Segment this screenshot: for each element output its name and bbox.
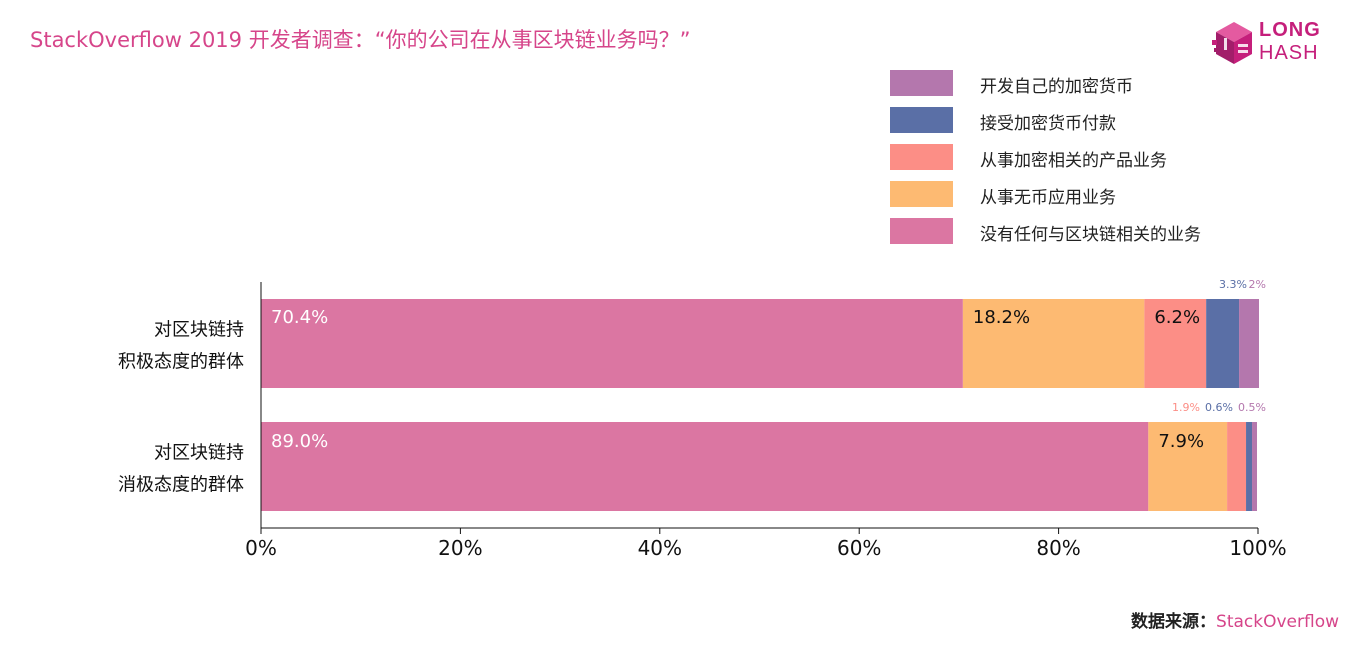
legend-label: 开发自己的加密货币 (980, 77, 1133, 97)
legend-swatch (890, 144, 953, 170)
legend-label: 从事无币应用业务 (980, 188, 1116, 208)
y-category-label-0-0: 对区块链持 (154, 320, 244, 341)
data-label-1-4: 0.5% (1238, 401, 1266, 414)
legend-item: 从事无币应用业务 (890, 181, 1340, 208)
x-tick-label-5: 100% (1229, 536, 1286, 560)
x-tick-label-0: 0% (245, 536, 277, 560)
bar-segment-0-0 (261, 299, 963, 388)
legend-item: 接受加密货币付款 (890, 107, 1340, 134)
legend-label: 从事加密相关的产品业务 (980, 151, 1167, 171)
y-category-label-0-1: 积极态度的群体 (118, 352, 244, 373)
bar-segment-1-0 (261, 422, 1149, 511)
bar-segment-1-4 (1252, 422, 1258, 511)
logo-cube-icon (1212, 22, 1252, 64)
logo-text-hash: HASH (1259, 42, 1319, 64)
y-category-label-1-1: 消极态度的群体 (118, 475, 244, 496)
legend-item: 没有任何与区块链相关的业务 (890, 218, 1340, 245)
bar-segment-0-3 (1206, 299, 1240, 388)
bar-segment-0-2 (1144, 299, 1207, 388)
legend-swatch (890, 218, 953, 244)
bar-segment-1-1 (1148, 422, 1228, 511)
logo-text-long: LONG (1259, 19, 1321, 41)
bar-segment-0-1 (962, 299, 1145, 388)
bar-segment-0-4 (1239, 299, 1259, 388)
data-label-1-3: 0.6% (1205, 401, 1233, 414)
legend-label: 接受加密货币付款 (980, 114, 1116, 134)
bar-segment-1-2 (1227, 422, 1247, 511)
source-label: 数据来源： (1131, 612, 1217, 632)
x-tick-label-1: 20% (438, 536, 482, 560)
source-note: 数据来源：StackOverflow (1131, 607, 1339, 632)
bar-segment-1-3 (1246, 422, 1253, 511)
legend-swatch (890, 181, 953, 207)
x-tick-label-3: 60% (837, 536, 881, 560)
x-tick-label-2: 40% (638, 536, 682, 560)
longhash-logo: LONG HASH (1212, 18, 1342, 70)
legend-item: 开发自己的加密货币 (890, 70, 1340, 97)
y-category-label-1-0: 对区块链持 (154, 443, 244, 464)
legend-item: 从事加密相关的产品业务 (890, 144, 1340, 171)
legend-swatch (890, 107, 953, 133)
data-label-1-0: 89.0% (271, 431, 328, 452)
x-tick-label-4: 80% (1036, 536, 1080, 560)
data-label-0-3: 3.3% (1219, 278, 1247, 291)
chart-title: StackOverflow 2019 开发者调查：“你的公司在从事区块链业务吗？… (30, 28, 691, 52)
data-label-0-2: 6.2% (1154, 307, 1200, 328)
legend-label: 没有任何与区块链相关的业务 (980, 225, 1201, 245)
data-label-0-0: 70.4% (271, 307, 328, 328)
legend-swatch (890, 70, 953, 96)
data-label-1-1: 7.9% (1158, 431, 1204, 452)
data-label-1-2: 1.9% (1172, 401, 1200, 414)
source-value: StackOverflow (1216, 612, 1339, 632)
data-label-0-4: 2% (1249, 278, 1266, 291)
data-label-0-1: 18.2% (973, 307, 1030, 328)
